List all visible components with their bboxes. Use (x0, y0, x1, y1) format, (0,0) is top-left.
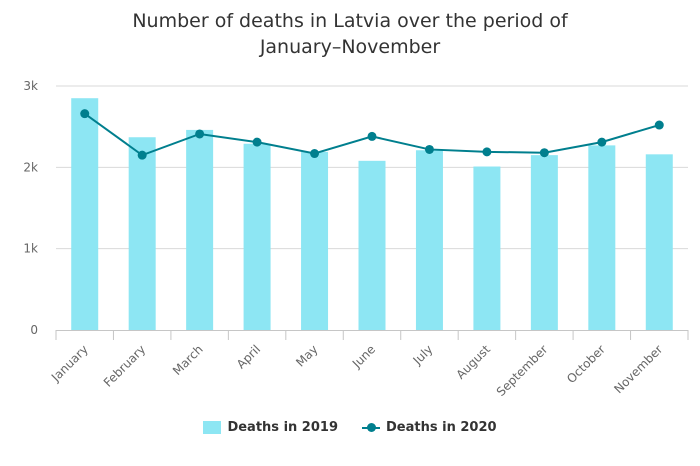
legend-line-marker-icon (362, 421, 380, 434)
point-2020 (195, 129, 205, 139)
y-tick-label: 3k (23, 79, 38, 93)
point-2020 (137, 150, 147, 160)
bar-2019 (186, 129, 214, 330)
point-2020 (80, 109, 90, 119)
legend-item-2020[interactable]: Deaths in 2020 (362, 420, 497, 435)
legend-label-2019: Deaths in 2019 (227, 420, 338, 435)
point-2020 (310, 149, 320, 159)
bar-2019 (415, 150, 443, 330)
x-tick-label: February (101, 342, 149, 390)
bar-series-2019 (71, 98, 673, 330)
legend: Deaths in 2019 Deaths in 2020 (0, 420, 700, 435)
chart-title-line-1: Number of deaths in Latvia over the peri… (132, 10, 568, 32)
y-tick-label: 1k (23, 242, 38, 256)
bar-2019 (128, 137, 156, 330)
point-2020 (367, 131, 377, 141)
legend-label-2020: Deaths in 2020 (386, 420, 497, 435)
point-2020 (597, 137, 607, 147)
x-tick-label: July (410, 342, 436, 368)
x-tick-label: May (293, 342, 320, 369)
x-tick-label: March (170, 342, 206, 378)
x-tick-label: April (234, 342, 263, 371)
line-series-2020 (80, 109, 664, 160)
x-tick-label: October (564, 342, 608, 386)
legend-bar-swatch-icon (203, 421, 222, 434)
point-2020 (654, 120, 664, 130)
point-2020 (424, 144, 434, 154)
y-tick-label: 0 (30, 323, 38, 337)
x-tick-label: August (453, 342, 493, 382)
chart-title-line-2: January–November (259, 36, 441, 58)
x-tick-label: January (48, 342, 91, 385)
chart-title: Number of deaths in Latvia over the peri… (0, 8, 700, 60)
bar-2019 (243, 143, 271, 330)
x-tick-label: September (494, 342, 551, 399)
point-2020 (539, 148, 549, 158)
bar-2019 (588, 145, 616, 330)
x-tick-label: June (349, 342, 378, 371)
point-2020 (482, 147, 492, 157)
bar-2019 (71, 98, 99, 330)
bar-2019 (473, 166, 501, 330)
x-tick-label: November (611, 342, 665, 396)
bar-2019 (645, 154, 673, 330)
point-2020 (252, 137, 262, 147)
bar-2019 (358, 160, 386, 330)
bar-2019 (301, 151, 329, 330)
axes: 0 1k 2k 3k January February March April May June J… (23, 79, 689, 399)
legend-item-2019[interactable]: Deaths in 2019 (203, 420, 338, 435)
bar-2019 (530, 155, 558, 330)
y-tick-label: 2k (23, 160, 38, 174)
